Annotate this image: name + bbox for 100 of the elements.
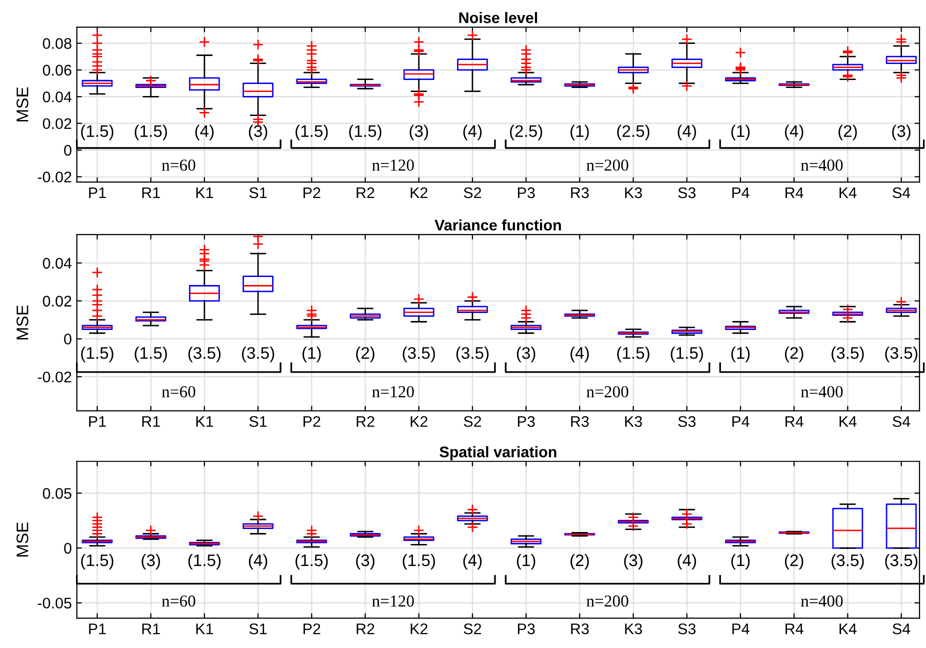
y-axis-title: MSE [16, 522, 28, 556]
annotation: (3.5) [832, 554, 864, 570]
annotation: n=400 [800, 595, 843, 607]
annotation: (1.5) [617, 346, 650, 362]
annotation: (2) [838, 124, 857, 140]
x-tick-label: K1 [196, 188, 214, 198]
y-tick-label: 0.04 [42, 258, 72, 269]
x-tick-label: S2 [464, 623, 482, 634]
x-tick-label: P1 [89, 416, 106, 427]
y-tick-label: 0 [64, 334, 72, 344]
annotation: n=120 [372, 595, 414, 607]
x-tick-label: K2 [410, 416, 428, 427]
annotation: (1.5) [349, 124, 382, 140]
annotation: n=60 [162, 160, 196, 171]
annotation: (4) [248, 554, 268, 570]
x-tick-label: K2 [410, 187, 428, 198]
annotation: n=120 [372, 160, 414, 171]
x-tick-label: K2 [410, 623, 428, 634]
annotation: (4) [678, 554, 696, 570]
y-tick-label: 0.08 [42, 38, 72, 49]
x-tick-label: K3 [625, 416, 642, 427]
annotation: n=200 [586, 386, 628, 398]
annotation: (3) [142, 554, 160, 570]
x-tick-label: R1 [142, 188, 160, 198]
annotation: (4) [463, 554, 482, 570]
annotation: (3) [248, 124, 268, 140]
x-tick-label: R3 [571, 623, 589, 634]
x-tick-label: S1 [249, 416, 267, 427]
annotation: (1) [302, 346, 321, 362]
annotation: (3.5) [832, 346, 864, 362]
x-tick-label: P4 [732, 188, 750, 198]
y-tick-label: -0.05 [38, 598, 72, 609]
annotation: (1.5) [81, 346, 114, 362]
annotation: (2) [784, 554, 804, 570]
annotation: (3.5) [885, 554, 918, 570]
y-tick-label: 0.02 [42, 296, 72, 307]
annotation: (1.5) [134, 346, 167, 362]
x-tick-label: S2 [464, 416, 482, 427]
chart-title: Spatial variation [440, 446, 556, 460]
x-tick-label: P1 [89, 624, 106, 634]
y-tick-label: 0.02 [42, 118, 72, 130]
annotation: (1.5) [188, 554, 221, 570]
x-tick-label: S4 [892, 187, 910, 198]
annotation: (1.5) [402, 554, 435, 570]
x-tick-label: R3 [571, 416, 589, 427]
annotation: (1.5) [670, 346, 703, 362]
chart-title: Variance function [434, 219, 561, 231]
annotation: (1) [516, 554, 536, 570]
annotation: n=400 [800, 160, 843, 171]
annotation: n=400 [800, 386, 843, 398]
x-tick-label: S3 [678, 623, 696, 634]
x-tick-label: P2 [304, 623, 320, 634]
annotation: (2.5) [617, 124, 650, 140]
y-tick-label: 0.05 [42, 488, 72, 499]
annotation: n=200 [586, 160, 628, 171]
y-tick-label: -0.02 [38, 372, 72, 382]
x-tick-label: P2 [304, 187, 320, 198]
x-tick-label: K3 [625, 187, 642, 198]
x-tick-label: P3 [518, 623, 535, 634]
x-tick-label: R3 [571, 187, 589, 198]
x-tick-label: S3 [678, 416, 696, 427]
annotation: n=60 [162, 386, 196, 398]
annotation: (3) [892, 124, 910, 140]
x-tick-label: K1 [196, 624, 214, 634]
x-tick-label: R1 [142, 416, 160, 427]
annotation: (3) [624, 554, 642, 570]
annotation: (4) [463, 124, 482, 140]
annotation: (4) [678, 124, 696, 140]
x-tick-label: S2 [464, 187, 482, 198]
x-tick-label: S1 [249, 187, 267, 198]
annotation: (1) [731, 554, 750, 570]
annotation: (2.5) [510, 124, 542, 140]
x-tick-label: S1 [249, 623, 267, 634]
x-tick-label: K4 [840, 416, 857, 427]
x-tick-label: P2 [304, 416, 320, 427]
x-tick-label: R2 [356, 416, 374, 427]
annotation: (1.5) [81, 124, 114, 140]
x-tick-label: P3 [518, 416, 535, 427]
x-tick-label: S3 [678, 187, 696, 198]
annotation: (1.5) [296, 554, 328, 570]
x-tick-label: R4 [786, 188, 804, 198]
annotation: (2) [784, 346, 804, 362]
annotation: n=120 [372, 386, 414, 398]
x-tick-label: P3 [518, 187, 535, 198]
annotation: (4) [570, 346, 589, 362]
annotation: (2) [356, 346, 374, 362]
y-tick-label: 0 [64, 144, 72, 156]
x-tick-label: K1 [196, 416, 214, 427]
annotation: (3.5) [242, 346, 274, 362]
x-tick-label: P1 [89, 188, 106, 198]
x-tick-label: S4 [892, 416, 910, 427]
y-axis-title: MSE [16, 305, 28, 340]
annotation: (3) [410, 124, 428, 140]
x-tick-label: R2 [356, 187, 374, 198]
annotation: (1.5) [296, 124, 328, 140]
annotation: (1) [731, 346, 750, 362]
x-tick-label: K4 [840, 188, 857, 198]
x-tick-label: K3 [625, 623, 642, 634]
annotation: (1.5) [134, 124, 167, 140]
annotation: (1) [731, 124, 750, 140]
